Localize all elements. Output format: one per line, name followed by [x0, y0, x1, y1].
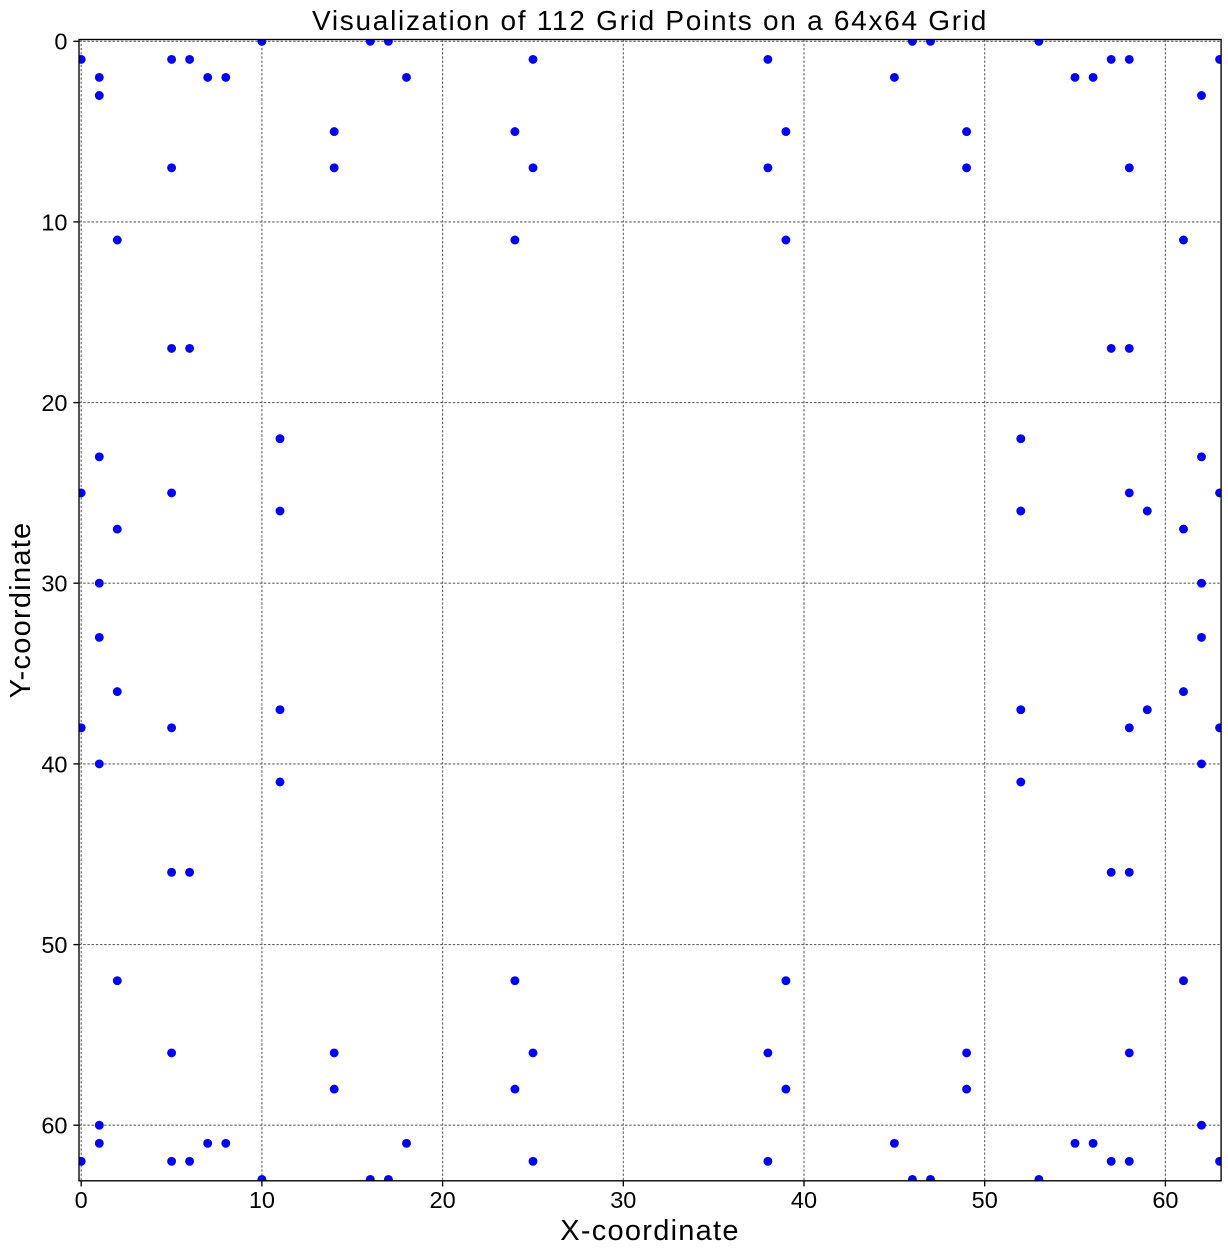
svg-text:Y-coordinate: Y-coordinate	[5, 522, 37, 699]
svg-text:40: 40	[791, 1187, 817, 1213]
svg-text:50: 50	[972, 1187, 998, 1213]
svg-text:20: 20	[41, 390, 67, 416]
svg-text:X-coordinate: X-coordinate	[560, 1215, 739, 1247]
svg-text:60: 60	[1152, 1187, 1178, 1213]
svg-text:Visualization of 112 Grid Poin: Visualization of 112 Grid Points on a 64…	[312, 5, 988, 36]
svg-text:50: 50	[41, 932, 67, 958]
svg-text:60: 60	[41, 1113, 67, 1139]
svg-text:40: 40	[41, 751, 67, 777]
svg-text:10: 10	[249, 1187, 275, 1213]
svg-text:10: 10	[41, 209, 67, 235]
svg-text:30: 30	[610, 1187, 636, 1213]
svg-text:20: 20	[430, 1187, 456, 1213]
svg-text:0: 0	[54, 29, 67, 55]
svg-text:0: 0	[75, 1187, 88, 1213]
svg-text:30: 30	[41, 571, 67, 597]
